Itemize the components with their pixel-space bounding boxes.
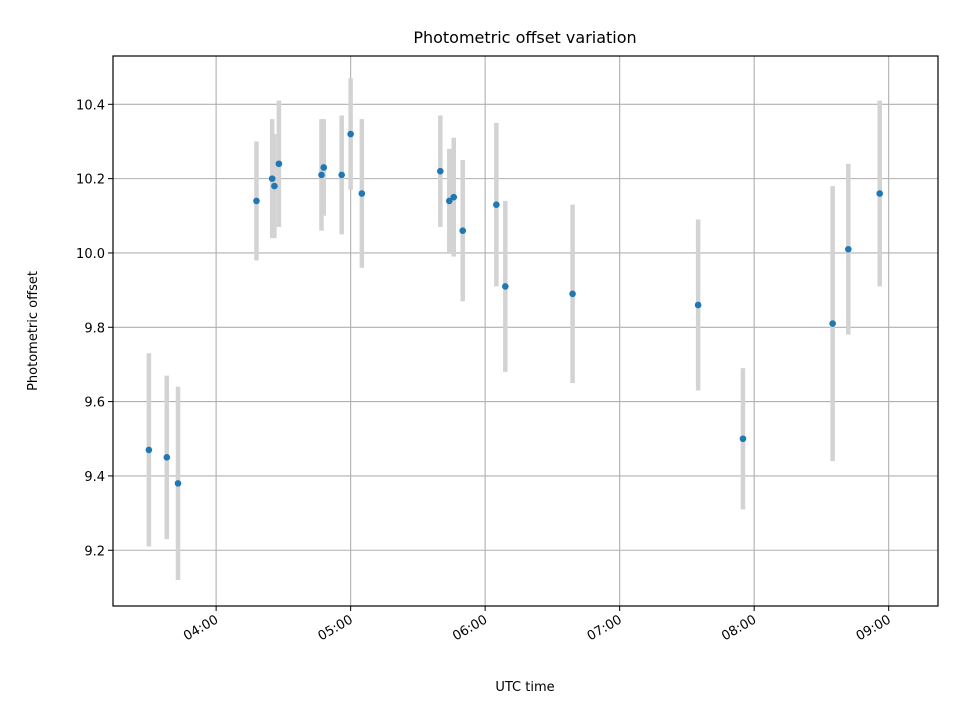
y-tick-label: 10.2 — [76, 173, 105, 188]
data-point — [437, 167, 444, 175]
data-point — [174, 480, 182, 487]
grid-layer — [113, 56, 938, 606]
point-layer — [145, 130, 884, 487]
data-point — [829, 320, 836, 327]
y-tick-label: 9.6 — [84, 396, 105, 411]
chart-title: Photometric offset variation — [413, 28, 636, 47]
x-tick-label: 09:00 — [854, 612, 894, 644]
x-axis-label: UTC time — [495, 680, 554, 695]
x-tick-label: 08:00 — [719, 612, 759, 644]
plot-frame — [112, 55, 939, 607]
data-point — [271, 182, 278, 190]
data-point — [268, 175, 276, 182]
x-tick-label: 04:00 — [181, 612, 221, 644]
data-point — [493, 201, 500, 208]
x-tick-label: 07:00 — [585, 612, 625, 644]
data-point — [739, 435, 747, 443]
data-point — [876, 190, 884, 197]
data-point — [145, 446, 153, 454]
data-point — [845, 245, 852, 253]
data-point — [320, 164, 328, 171]
data-point — [318, 171, 325, 179]
x-tick-label: 06:00 — [450, 612, 490, 644]
y-tick-label: 9.2 — [84, 544, 105, 559]
data-point — [459, 227, 467, 234]
data-point — [502, 283, 509, 290]
y-tick-label: 10.0 — [76, 247, 105, 262]
y-tick-label: 10.4 — [76, 98, 105, 113]
y-axis-label: Photometric offset — [26, 271, 41, 391]
data-point — [253, 197, 260, 205]
data-point — [358, 190, 366, 197]
data-point — [450, 193, 458, 201]
x-axis-ticks: 04:00 05:00 06:00 07:00 08:00 09:00 — [181, 606, 894, 644]
data-point — [694, 301, 702, 309]
data-point — [163, 454, 171, 461]
data-point — [569, 290, 576, 298]
y-axis-ticks: 9.2 9.4 9.6 9.8 10.0 10.2 10.4 — [76, 98, 113, 559]
x-tick-label: 05:00 — [316, 612, 356, 644]
errorbar-layer — [146, 78, 882, 580]
y-tick-label: 9.8 — [84, 321, 105, 336]
data-point — [338, 171, 345, 179]
data-point — [445, 197, 453, 205]
y-tick-label: 9.4 — [84, 470, 105, 485]
data-point — [347, 130, 354, 138]
data-point — [275, 160, 283, 168]
